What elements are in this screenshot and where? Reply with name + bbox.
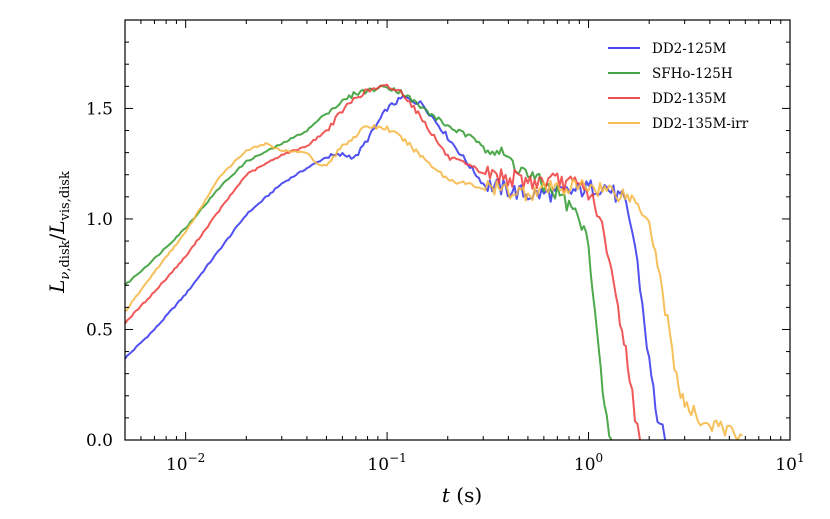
legend: DD2-125M SFHo-125H DD2-135M DD2-135M-irr [608,41,749,132]
x-tick-label: 100 [574,451,603,475]
series-line-dd2-125m [124,95,667,441]
y-tick-label: 1.5 [86,99,113,119]
y-tick-label: 1.0 [86,210,113,230]
legend-label: DD2-135M-irr [652,116,749,132]
ticks-layer: 10−2 10−1 100 101 0.0 0.5 1.0 1.5 [86,20,805,475]
legend-label: DD2-125M [652,41,727,57]
legend-item: DD2-135M-irr [608,116,749,132]
x-tick-label: 101 [775,451,804,475]
x-axis-label: t (s) [442,483,482,507]
legend-item: DD2-135M [608,91,727,107]
y-axis-label: Lν,disk/Lvis,disk [45,171,73,294]
series-line-sfho-125h [124,84,613,441]
series-line-dd2-135m [124,83,641,441]
x-tick-label: 10−2 [166,451,205,475]
legend-label: SFHo-125H [652,66,733,82]
legend-item: DD2-125M [608,41,727,57]
x-tick-label: 10−1 [367,451,406,475]
y-tick-label: 0.0 [86,431,113,451]
series-layer [124,83,743,441]
y-tick-label: 0.5 [86,320,113,340]
series-line-dd2-135m-irr [124,124,743,441]
plot-frame [124,19,791,441]
legend-item: SFHo-125H [608,66,733,82]
legend-label: DD2-135M [652,91,727,107]
